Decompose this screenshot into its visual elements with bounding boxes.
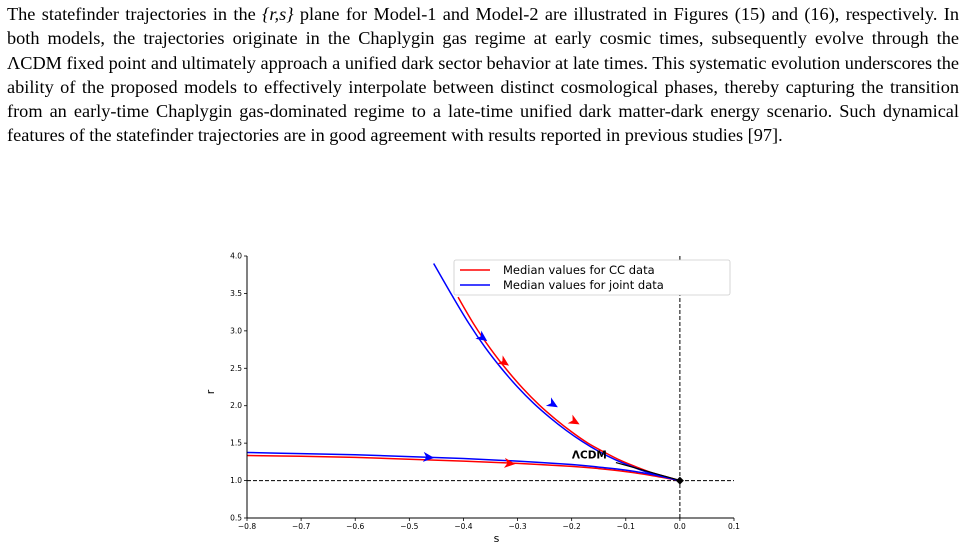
series-1-arrow-0 — [475, 330, 488, 342]
legend-label: Median values for joint data — [503, 278, 664, 292]
y-tick-label: 3.5 — [230, 289, 242, 298]
x-tick-label: −0.8 — [238, 522, 256, 531]
x-tick-label: −0.2 — [563, 522, 581, 531]
y-tick-label: 1.0 — [230, 476, 242, 485]
series-1-arrow-2 — [422, 451, 435, 462]
paragraph-text-rest: plane for Model-1 and Model-2 are illust… — [7, 4, 959, 146]
y-tick-label: 3.0 — [230, 326, 242, 335]
series-0-arrow-1 — [567, 414, 580, 425]
body-paragraph: The statefinder trajectories in the {r,s… — [7, 2, 959, 148]
series-1-arrow-1 — [545, 397, 558, 408]
direction-arrows — [422, 330, 580, 468]
x-tick-label: −0.6 — [346, 522, 364, 531]
lcdm-pointer — [615, 461, 678, 481]
x-tick-label: −0.7 — [292, 522, 310, 531]
reference-lines — [247, 256, 734, 518]
y-tick-label: 2.0 — [230, 401, 242, 410]
series-0-branch-1 — [247, 454, 681, 482]
rs-math: {r,s} — [262, 4, 294, 24]
x-axis-label: s — [494, 532, 500, 545]
paragraph-text-start: The statefinder trajectories in the — [7, 4, 263, 24]
lcdm-point — [675, 476, 684, 485]
series-0-arrow-2 — [503, 457, 516, 468]
axes: −0.8 −0.7 −0.6 −0.5 −0.4 −0.3 −0.2 −0.1 0.0 0.1 0.… — [204, 252, 740, 546]
x-tick-label: −0.3 — [508, 522, 526, 531]
x-tick-label: −0.4 — [454, 522, 472, 531]
statefinder-figure: −0.8 −0.7 −0.6 −0.5 −0.4 −0.3 −0.2 −0.1 0.0 0.1 0.… — [204, 252, 740, 546]
y-tick-label: 0.5 — [230, 514, 242, 523]
lcdm-annotation: ΛCDM — [572, 450, 684, 485]
y-tick-label: 4.0 — [230, 252, 242, 261]
x-tick-label: 0.0 — [674, 522, 686, 531]
y-tick-label: 2.5 — [230, 364, 242, 373]
x-tick-label: −0.5 — [400, 522, 418, 531]
series-0-arrow-0 — [497, 355, 510, 366]
lcdm-label: ΛCDM — [572, 450, 607, 462]
y-tick-label: 1.5 — [230, 439, 242, 448]
x-tick-label: −0.1 — [617, 522, 635, 531]
series-1-branch-1 — [247, 451, 681, 482]
x-tick-label: 0.1 — [728, 522, 740, 531]
y-axis-label: r — [204, 389, 217, 394]
legend-label: Median values for CC data — [503, 263, 655, 277]
legend-box — [453, 259, 731, 296]
